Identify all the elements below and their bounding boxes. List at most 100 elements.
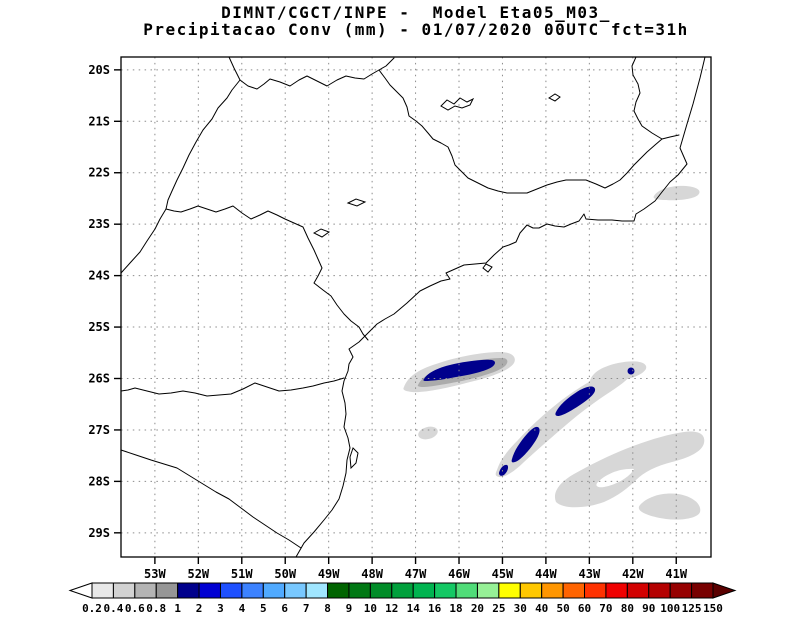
colorbar-cell bbox=[112, 582, 136, 599]
border-pr-sc bbox=[120, 377, 345, 397]
colorbar-tick-label: 25 bbox=[492, 602, 505, 615]
colorbar-tick-label: 0.6 bbox=[125, 602, 145, 615]
colorbar-cell bbox=[605, 582, 628, 599]
lake-jurumirim bbox=[312, 228, 331, 238]
lake-tiete-reservoir bbox=[346, 198, 367, 207]
precip-halo-band-c bbox=[495, 369, 631, 478]
colorbar-cell bbox=[241, 582, 264, 599]
lon-tick-label: 51W bbox=[231, 567, 253, 581]
colorbar-tick-label: 3 bbox=[217, 602, 224, 615]
colorbar-tick-label: 12 bbox=[385, 602, 398, 615]
colorbar-cell bbox=[498, 582, 521, 599]
colorbar-tick-label: 60 bbox=[578, 602, 591, 615]
precip-halo-area-d bbox=[554, 431, 705, 508]
colorbar-tick-label: 80 bbox=[621, 602, 634, 615]
colorbar-tick-label: 20 bbox=[471, 602, 484, 615]
colorbar-tick-label: 4 bbox=[239, 602, 246, 615]
colorbar-tick-label: 70 bbox=[599, 602, 612, 615]
colorbar-tick-label: 100 bbox=[660, 602, 680, 615]
colorbar-tick-label: 150 bbox=[703, 602, 723, 615]
colorbar-legend: 0.2 0.4 0.6 0.8 1 2 3 4 5 6 7 8 9 10 12 14 16 18 20 25 30 40 5… bbox=[68, 582, 737, 615]
lon-tick-label: 42W bbox=[622, 567, 644, 581]
lon-tick-label: 52W bbox=[187, 567, 209, 581]
colorbar-tick-label: 90 bbox=[642, 602, 655, 615]
colorbar-cell bbox=[626, 582, 650, 599]
colorbar-cell bbox=[455, 582, 478, 599]
border-mg-rj-es bbox=[526, 134, 680, 194]
colorbar-tick-label: 14 bbox=[407, 602, 421, 615]
island-ilhabela bbox=[482, 263, 493, 273]
precip-halo-area-d2 bbox=[638, 493, 701, 520]
colorbar-tick-label: 10 bbox=[364, 602, 377, 615]
colorbar-arrow-left bbox=[68, 582, 93, 599]
colorbar-cell bbox=[412, 582, 436, 599]
lon-tick-label: 48W bbox=[361, 567, 383, 581]
colorbar-cell bbox=[305, 582, 329, 599]
colorbar-cell bbox=[91, 582, 114, 599]
colorbar-tick-label: 0.2 bbox=[82, 602, 102, 615]
colorbar-tick-label: 40 bbox=[535, 602, 548, 615]
precip-halo-speck-e bbox=[418, 426, 438, 440]
lat-tick-label: 23S bbox=[88, 217, 110, 231]
colorbar-cell bbox=[284, 582, 307, 599]
lon-tick-label: 45W bbox=[492, 567, 514, 581]
border-sp-pr bbox=[165, 205, 369, 341]
colorbar-tick-label: 16 bbox=[428, 602, 442, 615]
lat-tick-label: 22S bbox=[88, 166, 110, 180]
colorbar-tick-label: 18 bbox=[449, 602, 462, 615]
border-sc-rs bbox=[120, 449, 302, 549]
colorbar-cell bbox=[476, 582, 500, 599]
chart-title-line-2: Precipitacao Conv (mm) - 01/07/2020 00UT… bbox=[143, 20, 689, 39]
colorbar-arrow-right bbox=[712, 582, 737, 599]
colorbar-tick-label: 30 bbox=[514, 602, 527, 615]
colorbar-cell bbox=[648, 582, 671, 599]
border-parana-river bbox=[120, 79, 241, 274]
lat-tick-label: 24S bbox=[88, 269, 110, 283]
colorbar-cell bbox=[434, 582, 457, 599]
lon-tick-label: 43W bbox=[579, 567, 601, 581]
lat-tick-label: 25S bbox=[88, 320, 110, 334]
colorbar-cell bbox=[541, 582, 564, 599]
colorbar-cell bbox=[584, 582, 607, 599]
precip-shading-layer bbox=[403, 185, 705, 520]
colorbar-cell bbox=[519, 582, 543, 599]
lat-tick-label: 28S bbox=[88, 474, 110, 488]
lon-tick-label: 49W bbox=[318, 567, 340, 581]
colorbar-tick-label: 6 bbox=[281, 602, 288, 615]
colorbar-cell bbox=[348, 582, 371, 599]
lat-tick-label: 20S bbox=[88, 63, 110, 77]
border-mg-es bbox=[631, 56, 663, 140]
colorbar-cell bbox=[562, 582, 586, 599]
grid-layer bbox=[121, 57, 711, 557]
lon-tick-label: 50W bbox=[274, 567, 296, 581]
precip-core-c2 bbox=[511, 426, 540, 463]
border-paranaiba-river bbox=[228, 56, 241, 81]
colorbar-cell bbox=[198, 582, 221, 599]
colorbar-tick-label: 8 bbox=[324, 602, 331, 615]
lake-small-mg bbox=[548, 93, 561, 102]
colorbar-tick-label: 9 bbox=[346, 602, 353, 615]
border-sp-mg bbox=[378, 69, 528, 194]
colorbar-tick-label: 5 bbox=[260, 602, 267, 615]
lat-tick-label: 21S bbox=[88, 114, 110, 128]
border-rio-grande bbox=[239, 57, 395, 90]
colorbar-tick-label: 125 bbox=[682, 602, 702, 615]
precip-core-dot-b bbox=[627, 367, 635, 375]
lat-tick-label: 27S bbox=[88, 423, 110, 437]
title-block: DIMNT/CGCT/INPE - Model Eta05_M03_ Preci… bbox=[16, 4, 800, 38]
colorbar-cell bbox=[327, 582, 350, 599]
lake-furnas bbox=[440, 97, 475, 111]
colorbar-cell bbox=[177, 582, 200, 599]
lon-tick-label: 41W bbox=[665, 567, 687, 581]
colorbar-tick-label: 0.4 bbox=[103, 602, 123, 615]
colorbar-cell bbox=[369, 582, 393, 599]
axis-labels-layer: 53W 52W 51W 50W 49W 48W 47W 46W 45W 44W 43W 42W 41W 2… bbox=[88, 63, 688, 581]
lon-tick-label: 44W bbox=[535, 567, 557, 581]
colorbar-cell bbox=[262, 582, 286, 599]
axis-ticks-layer bbox=[114, 69, 677, 564]
lat-tick-label: 29S bbox=[88, 526, 110, 540]
lon-tick-label: 53W bbox=[144, 567, 166, 581]
chart-title-line-1: DIMNT/CGCT/INPE - Model Eta05_M03_ bbox=[221, 3, 611, 22]
precip-core-c1 bbox=[555, 386, 596, 416]
island-florianopolis bbox=[349, 447, 359, 470]
